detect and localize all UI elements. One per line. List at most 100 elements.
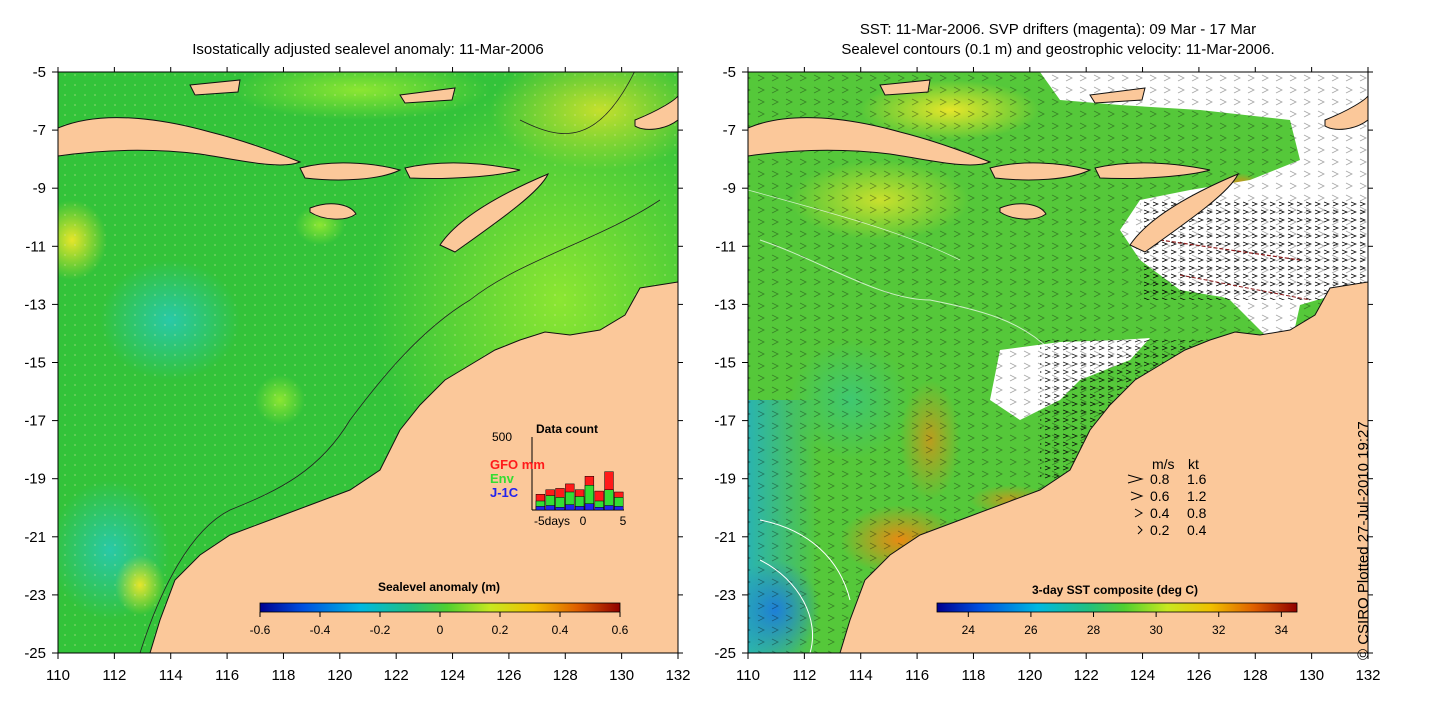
lon-tick-label: 124 — [1130, 667, 1155, 684]
sst-map-panel — [748, 72, 1368, 653]
indonesia-islands-right — [748, 79, 1368, 253]
lon-tick-label: 116 — [215, 667, 239, 684]
australia-landmass — [149, 281, 678, 653]
sla-map-panel — [58, 72, 678, 653]
lon-tick-label: 128 — [1243, 667, 1268, 684]
sla-colorbar: Sealevel anomaly (m) -0.6 -0.4 -0.2 0 0.2 0.4… — [250, 580, 629, 637]
lon-tick-label: 132 — [665, 667, 690, 684]
lat-tick-label: -25 — [714, 645, 736, 662]
sst-colorbar: 3-day SST composite (deg C) 24 26 28 30 32 34 — [936, 583, 1298, 637]
inset-legend-entry: GFO mm — [490, 457, 545, 472]
inset-bar-j1c — [545, 505, 555, 511]
velocity-legend-kt: 1.6 — [1187, 471, 1207, 487]
lon-tick-label: 130 — [1299, 667, 1324, 684]
lon-tick-label: 116 — [905, 667, 929, 684]
lat-tick-label: -11 — [25, 238, 46, 255]
sst-colorbar-label: 3-day SST composite (deg C) — [1032, 583, 1198, 597]
lat-tick-label: -25 — [24, 645, 46, 662]
lat-tick-label: -7 — [33, 122, 46, 139]
left-map-axes: 110 112 114 116 118 120 122 124 126 128 130 132 -5 -7… — [24, 64, 690, 684]
inset-x-label: 5 — [620, 514, 627, 528]
velocity-legend-kt: 1.2 — [1187, 488, 1207, 504]
lon-tick-label: 114 — [849, 667, 873, 684]
inset-x-label: 0 — [580, 514, 587, 528]
lat-tick-label: -13 — [24, 296, 46, 313]
colorbar-tick-label: 0.4 — [552, 623, 569, 637]
lat-tick-label: -21 — [24, 529, 46, 546]
right-map-axes: 110 112 114 116 118 120 122 124 126 128 130 132 -5 -7… — [714, 64, 1380, 684]
velocity-legend-arrow — [1134, 508, 1144, 518]
velocity-legend-arrow — [1130, 491, 1144, 501]
colorbar-tick-label: -0.2 — [370, 623, 391, 637]
lon-tick-label: 112 — [792, 667, 816, 684]
lon-tick-label: 122 — [384, 667, 409, 684]
lon-tick-label: 118 — [961, 667, 985, 684]
lon-tick-label: 128 — [553, 667, 578, 684]
colorbar-tick-label: 30 — [1149, 623, 1163, 637]
velocity-legend: m/s kt 0.8 1.60.6 1.20.4 0.80.2 0.4 — [1127, 456, 1207, 538]
inset-x-label: -5days — [534, 514, 570, 528]
velocity-legend-ms: 0.4 — [1150, 505, 1170, 521]
colorbar-tick-label: 26 — [1024, 623, 1038, 637]
lon-tick-label: 114 — [159, 667, 183, 684]
indonesia-islands — [58, 79, 678, 253]
lon-tick-label: 122 — [1074, 667, 1099, 684]
inset-bar-j1c — [535, 506, 546, 511]
lat-tick-label: -15 — [24, 355, 46, 372]
colorbar-tick-label: 34 — [1275, 623, 1289, 637]
velocity-legend-arrow — [1127, 474, 1144, 484]
colorbar-tick-label: 0.6 — [612, 623, 629, 637]
velocity-legend-ms: 0.8 — [1150, 471, 1170, 487]
lat-tick-label: -9 — [33, 180, 46, 197]
drifter-track — [1159, 239, 1301, 261]
inset-bar-j1c — [555, 507, 565, 511]
inset-legend-entry: J-1C — [490, 485, 519, 500]
lat-tick-label: -5 — [723, 64, 736, 81]
lat-tick-label: -9 — [723, 180, 736, 197]
inset-bar-j1c — [614, 506, 624, 511]
velocity-legend-ms: 0.6 — [1150, 488, 1170, 504]
lat-tick-label: -17 — [714, 413, 736, 430]
lon-tick-label: 132 — [1355, 667, 1380, 684]
lon-tick-label: 126 — [496, 667, 521, 684]
lon-tick-label: 110 — [46, 667, 70, 684]
lat-tick-label: -23 — [714, 587, 736, 604]
lat-tick-label: -23 — [24, 587, 46, 604]
velocity-legend-ms: 0.2 — [1150, 522, 1170, 538]
lat-tick-label: -19 — [714, 471, 736, 488]
inset-title: Data count — [536, 422, 598, 436]
velocity-legend-ms-header: m/s — [1152, 456, 1175, 472]
sla-contour-line — [139, 199, 661, 653]
lon-tick-label: 120 — [327, 667, 352, 684]
right-map-title-line1: SST: 11-Mar-2006. SVP drifters (magenta)… — [859, 21, 1257, 38]
inset-bar-j1c — [565, 504, 575, 511]
colorbar-tick-label: 0 — [437, 623, 444, 637]
inset-legend-entry: Env — [490, 471, 515, 486]
lon-tick-label: 118 — [271, 667, 295, 684]
lat-tick-label: -7 — [723, 122, 736, 139]
sla-colorbar-label: Sealevel anomaly (m) — [378, 580, 500, 594]
lon-tick-label: 112 — [102, 667, 126, 684]
velocity-legend-kt: 0.4 — [1187, 522, 1207, 538]
inset-bar-j1c — [604, 505, 614, 511]
inset-bar-j1c — [594, 507, 604, 511]
velocity-legend-kt-header: kt — [1188, 456, 1199, 472]
inset-bar-j1c — [574, 506, 585, 511]
left-map-title: Isostatically adjusted sealevel anomaly:… — [192, 41, 544, 58]
inset-bar-j1c — [584, 503, 595, 511]
velocity-legend-arrow — [1137, 525, 1143, 535]
lon-tick-label: 124 — [440, 667, 465, 684]
colorbar-tick-label: 28 — [1087, 623, 1101, 637]
lat-tick-label: -17 — [24, 413, 46, 430]
lon-tick-label: 130 — [609, 667, 634, 684]
lat-tick-label: -11 — [715, 238, 736, 255]
colorbar-tick-label: 32 — [1212, 623, 1226, 637]
lon-tick-label: 110 — [736, 667, 760, 684]
lat-tick-label: -15 — [714, 355, 736, 372]
colorbar-tick-label: 24 — [962, 623, 976, 637]
sea-level-contour — [759, 239, 1051, 351]
lat-tick-label: -21 — [714, 529, 736, 546]
colorbar-tick-label: -0.4 — [310, 623, 331, 637]
